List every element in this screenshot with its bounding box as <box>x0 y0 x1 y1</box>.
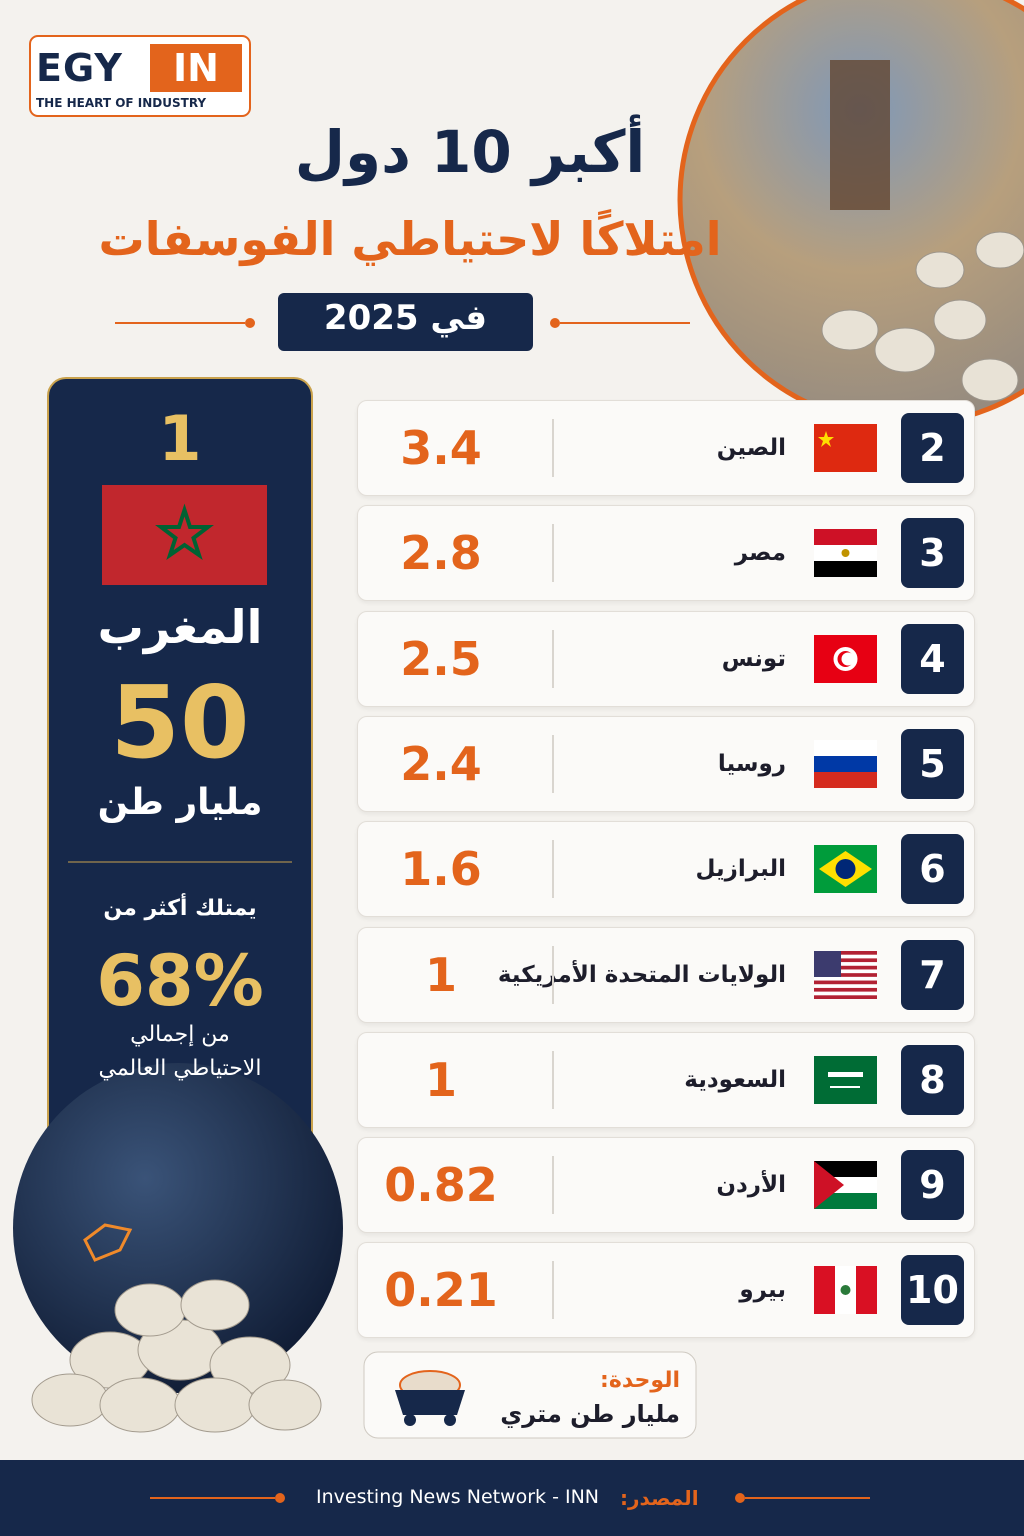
reserve-value: 1.6 <box>400 842 482 897</box>
morocco-flag <box>102 485 267 585</box>
flag <box>814 634 877 683</box>
source: Investing News Network - INN <box>316 1486 600 1508</box>
reserve-value: 0.21 <box>384 1263 498 1318</box>
logo-tagline: THE HEART OF INDUSTRY <box>36 96 207 110</box>
footer-rule <box>150 1493 870 1503</box>
share-note: من إجمالي <box>130 1022 230 1047</box>
reserve-value: 2.5 <box>400 631 482 686</box>
country-name: روسيا <box>717 750 786 777</box>
leader-rank: 1 <box>158 402 202 475</box>
flag <box>814 739 877 788</box>
ranking-row: 5 روسيا 2.4 <box>357 715 975 812</box>
row-divider <box>552 734 554 793</box>
ranking-row: 7 الولايات المتحدة الأمريكية 1 <box>357 926 975 1023</box>
flag <box>814 1055 877 1104</box>
logo-accent <box>150 44 242 92</box>
country-name: بيرو <box>739 1277 786 1304</box>
flag <box>814 424 877 472</box>
flag <box>814 1161 877 1210</box>
reserve-value: 0.82 <box>384 1158 498 1213</box>
leader-value: 50 <box>110 664 250 781</box>
rank-badge: 10 <box>901 1255 964 1326</box>
reserve-value: 2.8 <box>400 526 482 581</box>
year: في 2025 <box>323 298 488 338</box>
flag <box>814 529 877 578</box>
cart-icon <box>395 1370 465 1426</box>
row-divider <box>552 419 554 477</box>
country-name: الولايات المتحدة الأمريكية <box>497 961 786 988</box>
country-name: الصين <box>716 435 786 461</box>
subtitle: امتلاكًا لاحتياطي الفوسفات <box>98 212 722 266</box>
year-pill <box>278 293 533 351</box>
row-divider <box>552 840 554 899</box>
rank-badge: 3 <box>901 518 964 589</box>
country-name: البرازيل <box>695 856 786 883</box>
rank-badge: 4 <box>901 623 964 694</box>
flag <box>814 1266 877 1315</box>
row-divider <box>552 1050 554 1109</box>
reserve-value: 3.4 <box>400 421 482 475</box>
row-divider <box>552 1156 554 1215</box>
row-divider <box>552 524 554 583</box>
globe <box>13 1063 343 1433</box>
leader-unit: مليار طن <box>97 782 263 823</box>
country-name: الأردن <box>716 1172 786 1199</box>
row-divider <box>552 629 554 688</box>
country-name: تونس <box>721 645 786 672</box>
ranking-row: 8 السعودية 1 <box>357 1031 975 1128</box>
rank-badge: 6 <box>901 834 964 905</box>
share-note: الاحتياطي العالمي <box>98 1056 262 1081</box>
unit-label: الوحدة: <box>600 1368 680 1393</box>
source-label: المصدر: <box>620 1486 699 1510</box>
leader-country: المغرب <box>97 600 263 654</box>
reserve-value: 2.4 <box>400 736 482 791</box>
rank-badge: 5 <box>901 728 964 799</box>
reserve-value: 1 <box>424 1052 457 1107</box>
ranking-row: 9 الأردن 0.82 <box>357 1137 975 1234</box>
title-rule <box>115 318 690 328</box>
row-divider <box>552 1261 554 1320</box>
ranking-row: 3 مصر 2.8 <box>357 505 975 602</box>
reserve-value: 1 <box>424 947 457 1002</box>
flag <box>814 950 877 999</box>
rank-badge: 8 <box>901 1044 964 1115</box>
ranking-row: 10 بيرو 0.21 <box>357 1242 975 1339</box>
flag <box>814 845 877 894</box>
title: أكبر 10 دول <box>294 118 646 186</box>
share: 68% <box>96 940 264 1022</box>
rank-badge: 7 <box>901 939 964 1010</box>
rank-badge: 2 <box>901 413 964 483</box>
logo-left: EGY <box>36 46 123 90</box>
ranking-row: 6 البرازيل 1.6 <box>357 821 975 918</box>
unit-text: مليار طن متري <box>500 1400 680 1428</box>
country-name: مصر <box>734 540 786 567</box>
country-name: السعودية <box>684 1066 786 1093</box>
rank-badge: 9 <box>901 1150 964 1221</box>
row-divider <box>552 945 554 1004</box>
logo-right: IN <box>173 46 219 90</box>
ranking-row: 2 الصين 3.4 <box>357 400 975 496</box>
ranking-row: 4 تونس 2.5 <box>357 610 975 707</box>
share-intro: يمتلك أكثر من <box>103 896 257 921</box>
